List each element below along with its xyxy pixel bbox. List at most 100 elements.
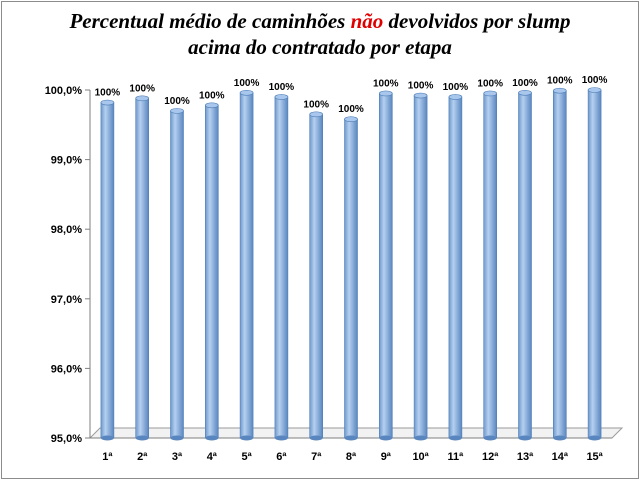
category-label: 5ª — [241, 451, 252, 463]
y-tick-label: 100,0% — [45, 85, 83, 97]
bar-base — [309, 435, 323, 441]
data-label: 100% — [95, 88, 121, 99]
bar-cap — [552, 87, 567, 94]
bar-body — [135, 98, 149, 439]
bar-base — [414, 435, 428, 441]
data-label: 100% — [547, 76, 573, 87]
data-label: 100% — [303, 99, 329, 110]
bar — [205, 102, 219, 441]
y-tick-label: 96,0% — [51, 363, 82, 375]
bar-base — [448, 435, 462, 441]
data-label: 100% — [338, 104, 364, 115]
bar-base — [205, 435, 219, 441]
bar-base — [274, 435, 288, 441]
category-label: 11ª — [448, 451, 465, 463]
data-label: 100% — [234, 78, 260, 89]
bar — [587, 87, 602, 441]
category-label: 3ª — [172, 451, 183, 463]
title-part-1: Percentual médio de caminhões — [69, 9, 351, 33]
bar-cap — [413, 92, 428, 99]
bar-cap — [205, 102, 219, 109]
bar-cap — [518, 89, 532, 96]
data-label: 100% — [199, 90, 225, 101]
data-label: 100% — [373, 78, 399, 89]
bar-base — [170, 435, 184, 441]
bar-body — [552, 90, 567, 439]
title-part-2: devolvidos por slump — [383, 9, 571, 33]
category-label: 14ª — [552, 451, 569, 463]
bar-base — [483, 435, 497, 441]
bar-body — [344, 118, 358, 439]
bar-body — [587, 89, 602, 439]
y-tick-label: 95,0% — [51, 433, 82, 445]
bar-cap — [309, 111, 324, 118]
data-label: 100% — [582, 75, 608, 86]
bar — [518, 89, 532, 441]
bar — [100, 99, 115, 441]
bar-base — [518, 435, 532, 441]
data-label: 100% — [512, 78, 538, 89]
bar-base — [344, 435, 358, 441]
title-line-2: acima do contratado por etapa — [188, 35, 452, 59]
category-label: 13ª — [517, 451, 534, 463]
bar-cap — [344, 116, 358, 123]
data-label: 100% — [129, 83, 155, 94]
bar — [239, 89, 254, 441]
bar-cap — [135, 95, 149, 102]
bar — [448, 94, 463, 441]
bar-cap — [170, 108, 184, 114]
category-label: 7ª — [311, 451, 322, 463]
bar — [378, 90, 393, 441]
bar — [344, 116, 358, 441]
bar-cap — [483, 90, 498, 97]
title-highlight: não — [350, 9, 384, 33]
y-tick-label: 98,0% — [51, 224, 82, 236]
category-label: 6ª — [276, 451, 287, 463]
data-label: 100% — [443, 82, 469, 93]
bar — [552, 87, 567, 441]
bar — [309, 111, 324, 441]
y-tick-label: 99,0% — [51, 155, 82, 167]
data-label: 100% — [408, 81, 434, 92]
bar-body — [205, 105, 219, 439]
bar-base — [240, 435, 254, 441]
category-label: 8ª — [346, 451, 357, 463]
bar-base — [100, 435, 114, 441]
bar — [483, 90, 498, 441]
bar — [170, 108, 184, 441]
bar-cap — [378, 90, 393, 97]
bar — [135, 95, 149, 441]
category-label: 10ª — [412, 451, 429, 463]
bar-cap — [100, 99, 115, 106]
data-label: 100% — [269, 82, 295, 93]
bar-cap — [587, 87, 602, 93]
data-label: 100% — [477, 78, 503, 89]
bar-base — [588, 435, 602, 441]
category-label: 4ª — [207, 451, 218, 463]
bar-base — [379, 435, 393, 441]
bar-cap — [274, 94, 289, 100]
bar-body — [274, 96, 289, 439]
bar-body — [448, 96, 463, 439]
bar-body — [483, 93, 498, 439]
chart-title: Percentual médio de caminhões não devolv… — [0, 8, 640, 60]
bar-cap — [448, 94, 463, 100]
bar — [274, 94, 289, 441]
bar-body — [378, 93, 393, 439]
bar-body — [100, 102, 115, 439]
category-label: 2ª — [137, 451, 148, 463]
bar-cap — [239, 89, 254, 96]
y-tick-label: 97,0% — [51, 294, 82, 306]
bar-body — [239, 92, 254, 439]
bar-base — [553, 435, 567, 441]
category-label: 1ª — [102, 451, 113, 463]
bar-base — [135, 435, 149, 441]
category-label: 15ª — [586, 451, 603, 463]
bar — [413, 92, 428, 441]
bar-body — [518, 92, 532, 439]
bar-body — [413, 95, 428, 439]
data-label: 100% — [164, 96, 190, 107]
category-label: 9ª — [381, 451, 392, 463]
category-label: 12ª — [482, 451, 499, 463]
